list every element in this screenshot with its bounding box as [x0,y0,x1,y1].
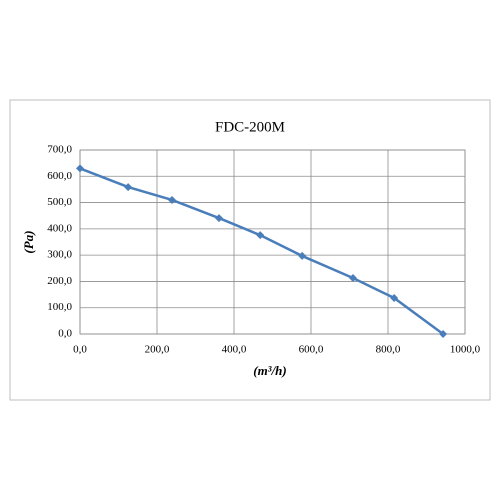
y-tick-label: 400,0 [47,222,72,234]
y-tick-label: 0,0 [58,328,72,340]
x-tick-label: 600,0 [299,344,324,356]
data-point [390,293,399,302]
data-point [298,251,307,260]
y-tick-label: 700,0 [47,144,72,156]
x-tick-label: 400,0 [222,344,247,356]
chart-title: FDC-200M [215,119,285,135]
x-tick-label: 200,0 [145,344,170,356]
y-tick-label: 500,0 [47,196,72,208]
data-point [439,330,448,338]
data-point [256,231,265,240]
data-point [124,183,133,192]
data-point [168,195,177,204]
x-tick-label: 0,0 [73,344,87,356]
y-tick-label: 300,0 [47,249,72,261]
y-tick-label: 200,0 [47,275,72,287]
y-tick-label: 600,0 [47,170,72,182]
data-point [348,274,357,283]
x-tick-label: 800,0 [376,344,401,356]
x-axis-label: (m³/h) [253,363,287,378]
data-point [76,164,84,173]
y-tick-label: 100,0 [47,301,72,313]
data-point [214,214,223,223]
x-tick-label: 1000,0 [450,344,481,356]
y-axis-label: (Pa) [21,230,36,253]
